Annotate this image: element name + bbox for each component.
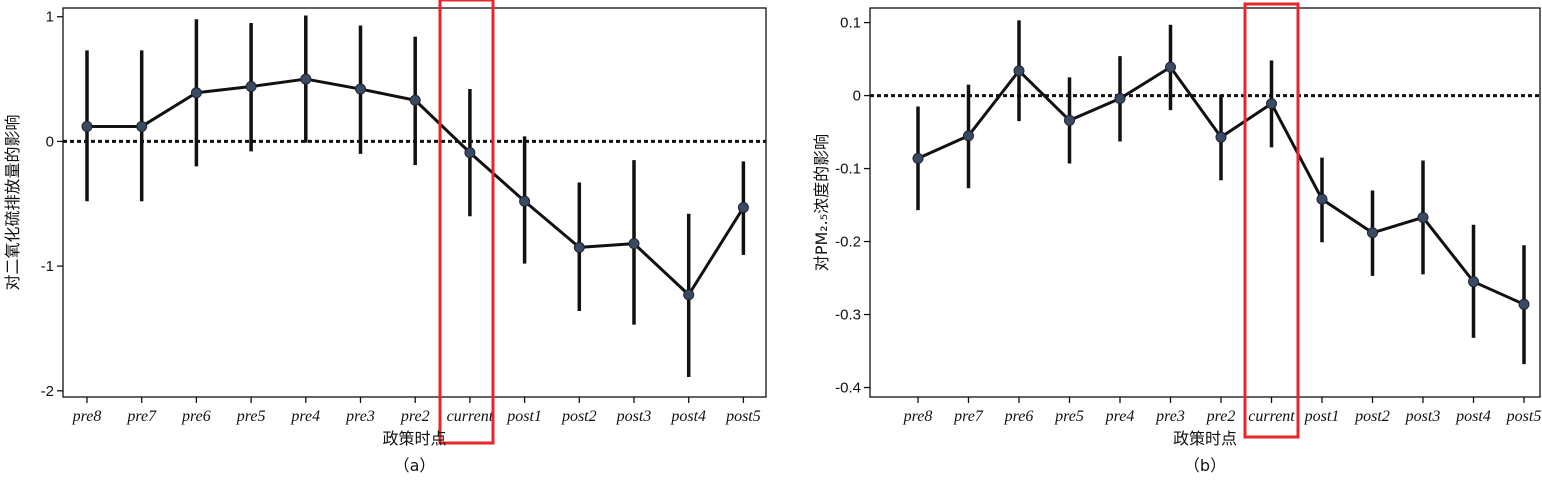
panel-b-x-tick-label: pre7: [953, 408, 984, 425]
panel-b-x-tick-label: current: [1248, 408, 1295, 425]
panel-b-y-tick-label: -0.2: [835, 234, 861, 251]
panel-b-point-marker: [1266, 98, 1277, 110]
panel-a-y-tick-label: -1: [41, 258, 54, 275]
panel-b-point-marker: [1215, 131, 1227, 143]
panel-b-x-tick-label: pre8: [903, 408, 933, 425]
panel-b-x-tick-label: post2: [1354, 408, 1390, 425]
panel-b: -0.4 -0.3 -0.2 -0.1 0 0.1 pre8 pre7 pre6 pre5 pre4…: [812, 2, 1542, 475]
panel-b-point-marker: [1165, 61, 1176, 73]
panel-b-point-marker: [1013, 65, 1025, 77]
panel-a-x-tick-label: post1: [506, 408, 542, 425]
panel-b-y-axis-title: 对PM₂.₅浓度的影响: [812, 134, 831, 271]
panel-b-highlight-box: [1243, 2, 1300, 439]
panel-b-y-tick-label: -0.4: [835, 380, 861, 397]
panel-a-point-marker: [409, 94, 421, 106]
panel-a-x-tick-label: pre4: [290, 408, 320, 425]
panel-a-x-tick-label: pre5: [236, 408, 266, 425]
panel-a-x-tick-label: post2: [561, 408, 597, 425]
panel-b-point-marker: [912, 152, 924, 164]
panel-b-point-marker: [1114, 92, 1126, 104]
panel-b-point-marker: [1468, 276, 1479, 288]
panel-a-point-marker: [81, 120, 93, 132]
panel-a-point-marker: [573, 241, 585, 253]
panel-b-x-tick-label: pre6: [1004, 408, 1034, 425]
panel-b-point-marker: [1064, 114, 1075, 126]
panel-b-point-marker: [1518, 298, 1530, 310]
panel-a-y-tick-label: 1: [46, 9, 54, 26]
panel-b-caption: （b）: [1184, 456, 1226, 475]
panel-b-point-marker: [1367, 227, 1378, 239]
panel-a-caption: （a）: [394, 456, 436, 475]
panel-b-x-tick-label: pre2: [1206, 408, 1236, 425]
panel-a-point-marker: [245, 81, 257, 93]
panel-a-point-marker: [683, 289, 695, 301]
panel-b-x-tick-label: post5: [1506, 408, 1542, 425]
panel-a-point-marker: [519, 195, 531, 207]
panel-b-y-tick-label: 0.1: [840, 15, 861, 32]
panel-a-x-tick-label: post5: [725, 408, 761, 425]
panel-b-y-tick-label: -0.3: [835, 307, 861, 324]
panel-b-x-tick-label: post3: [1405, 408, 1441, 425]
panel-a: -2 -1 0 1 pre8 pre7 pre6 pre5 pre4 pre3 pre2 curren…: [3, 0, 767, 475]
panel-a-point-marker: [628, 238, 640, 250]
panel-a-x-tick-label: pre3: [345, 408, 375, 425]
panel-a-x-tick-label: post3: [616, 408, 652, 425]
panel-b-point-marker: [963, 130, 974, 142]
panel-b-x-tick-label: pre3: [1155, 408, 1185, 425]
panel-a-x-tick-label: current: [447, 408, 494, 425]
panel-a-x-tick-label: pre7: [126, 408, 157, 425]
panel-a-x-tick-label: pre2: [400, 408, 430, 425]
panel-a-x-tick-label: pre8: [72, 408, 102, 425]
panel-a-x-tick-label: pre6: [181, 408, 211, 425]
panel-a-plot-frame: [62, 7, 767, 398]
panel-b-x-tick-label: pre5: [1054, 408, 1084, 425]
panel-a-x-tick-label: post4: [670, 408, 706, 425]
panel-a-point-marker: [737, 201, 749, 213]
panel-a-point-marker: [190, 87, 202, 99]
panel-b-x-tick-label: post4: [1455, 408, 1491, 425]
panel-a-y-tick-label: -2: [41, 383, 54, 400]
panel-a-point-marker: [136, 120, 148, 132]
panel-a-point-marker: [300, 73, 312, 85]
panel-a-point-marker: [355, 83, 366, 95]
panel-b-plot-frame: [869, 7, 1541, 398]
panel-a-highlight-box: [438, 0, 495, 445]
panel-b-point-marker: [1316, 193, 1328, 205]
panel-b-x-axis-title: 政策时点: [1173, 429, 1237, 448]
panel-a-point-marker: [464, 147, 476, 159]
panel-a-y-axis-title: 对二氧化硫排放量的影响: [3, 114, 22, 290]
panel-b-y-tick-label: 0: [853, 88, 861, 105]
panel-b-point-marker: [1417, 211, 1429, 223]
panel-b-x-tick-label: pre4: [1105, 408, 1135, 425]
panel-b-x-tick-label: post1: [1304, 408, 1340, 425]
panel-b-y-tick-label: -0.1: [835, 161, 861, 178]
panel-a-y-tick-label: 0: [46, 133, 54, 150]
panel-a-x-axis-title: 政策时点: [382, 429, 446, 448]
